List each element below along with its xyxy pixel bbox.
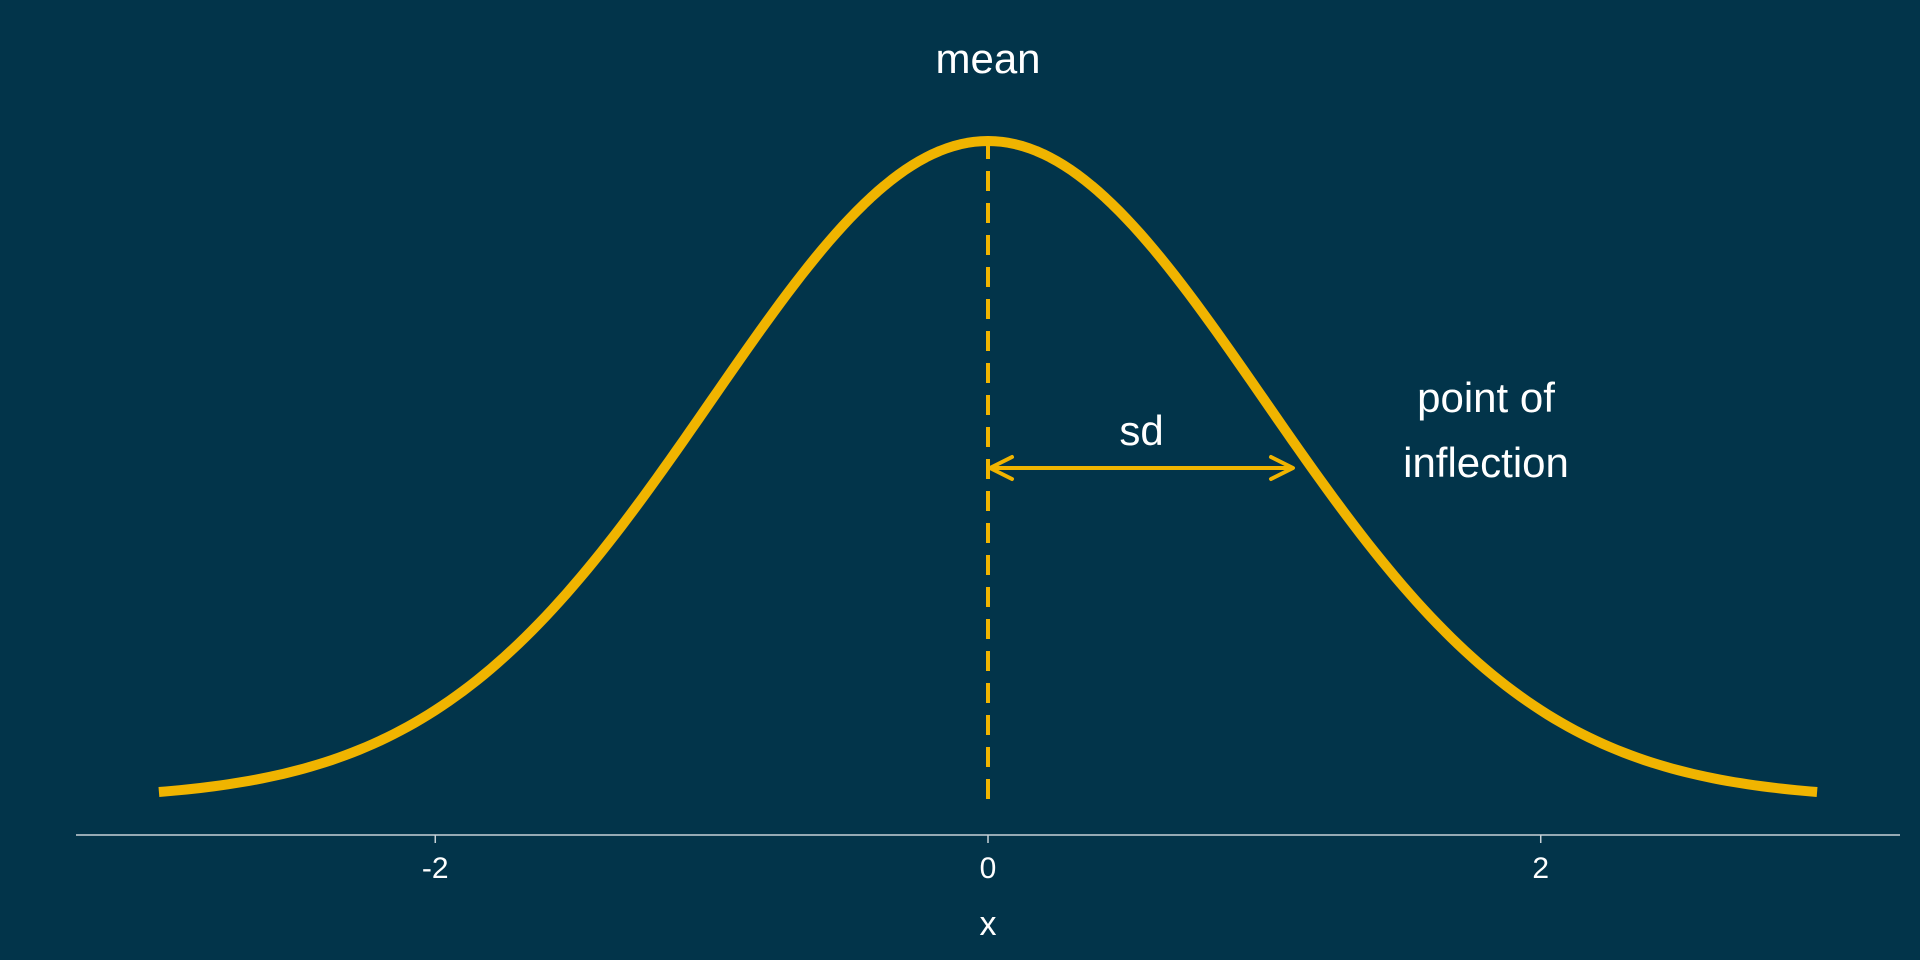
x-axis-ticks: -2 0 2 — [422, 835, 1549, 885]
x-tick-label: -2 — [422, 852, 449, 885]
sd-arrow-head-right — [1269, 455, 1295, 481]
sd-arrow-head-left — [988, 455, 1014, 481]
x-tick-label: 2 — [1532, 852, 1549, 885]
density-curve — [158, 136, 1818, 797]
mean-label: mean — [935, 35, 1040, 82]
sd-label: sd — [1119, 407, 1163, 454]
x-axis-label: x — [980, 905, 997, 943]
x-tick-label: 0 — [980, 852, 997, 885]
inflection-label-line1: point of — [1417, 374, 1555, 421]
inflection-label-line2: inflection — [1403, 439, 1569, 486]
sd-arrow — [988, 455, 1295, 481]
